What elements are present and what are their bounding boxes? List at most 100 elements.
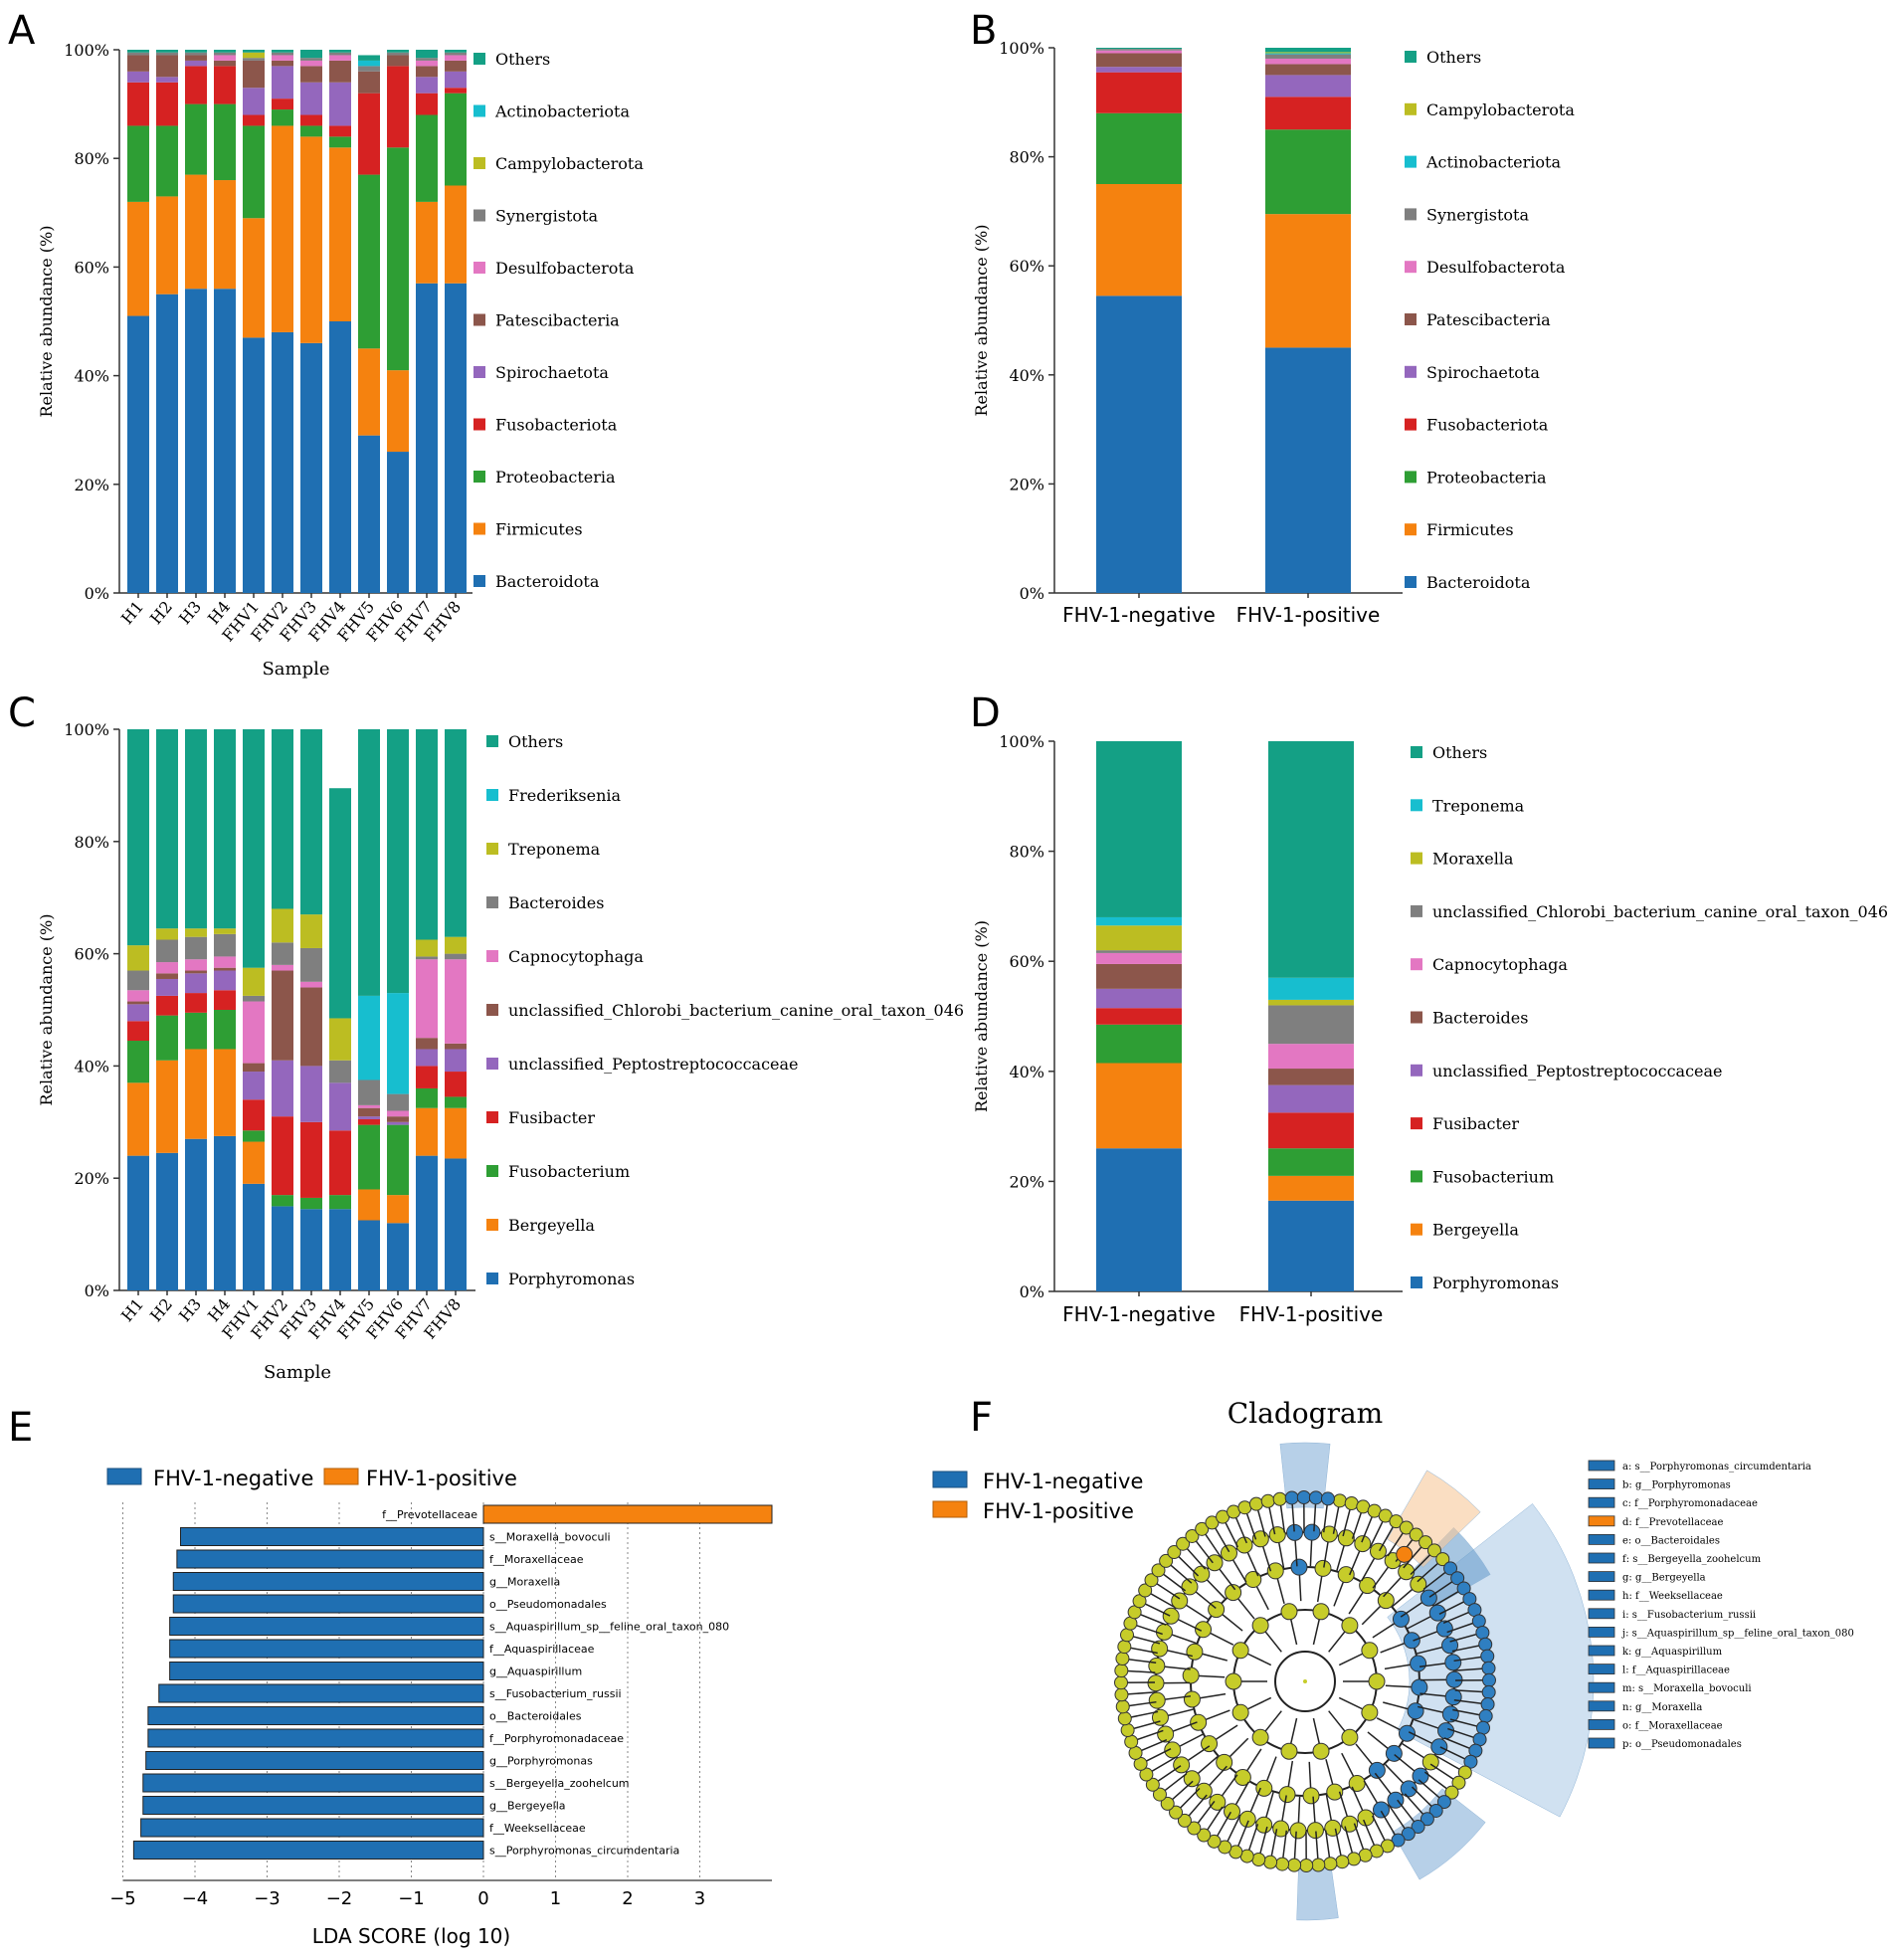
bar-segment-fhv-1-negative-unclassified-chlorobi-bacterium-canine-oral-taxon-046 [1096,950,1182,953]
tree-node [1183,1690,1201,1708]
bar-segment-fhv2-porphyromonas [272,1206,293,1290]
lda-bar-label-s-fusobacterium-russii: s__Fusobacterium_russii [489,1687,622,1700]
bar-segment-h2-fusibacter [156,995,178,1016]
bar-segment-fhv2-fusibacter [272,1116,293,1196]
lda-bar-f-moraxellaceae [176,1549,484,1569]
legend-label-unclassified-peptostreptococcaceae: unclassified_Peptostreptococcaceae [1432,1062,1723,1080]
bar-segment-fhv7-unclassified-chlorobi-bacterium-canine-oral-taxon-046 [416,1038,438,1050]
legend-swatch-unclassified-chlorobi-bacterium-canine-oral-taxon-046 [486,1004,498,1016]
tree-node-enriched [1441,1637,1459,1655]
tree-node [1320,1525,1338,1543]
legend-label-bacteroidota: Bacteroidota [1426,573,1531,592]
tree-node [1389,1514,1404,1529]
bar-segment-fhv-1-positive-others [1265,48,1351,53]
bar-segment-fhv1-treponema [243,967,265,996]
bar-segment-fhv6-synergistota [387,52,409,56]
bar-segment-h2-others [156,50,178,53]
tree-node [1451,1775,1466,1790]
bar-segment-fhv4-porphyromonas [329,1209,351,1290]
legend-swatch-unclassified-chlorobi-bacterium-canine-oral-taxon-046 [1411,904,1422,917]
bar-segment-h2-bacteroides [156,939,178,963]
bar-segment-fhv4-firmicutes [329,147,351,321]
legend-label-spirochaetota: Spirochaetota [1426,363,1540,382]
lda-bar-f-porphyromonadaceae [147,1728,484,1748]
bar-segment-fhv8-spirochaetota [445,71,467,89]
tree-node-enriched [1391,1833,1406,1848]
legend-swatch-fusobacteriota [473,418,485,431]
legend-swatch-desulfobacterota [1405,261,1417,274]
bar-segment-fhv-1-positive-proteobacteria [1265,129,1351,215]
bar-segment-fhv5-others [358,55,380,61]
tree-node-enriched [1456,1581,1471,1596]
taxa-key-label-10: k: g__Aquaspirillum [1622,1647,1723,1658]
bar-segment-fhv7-treponema [416,939,438,957]
taxa-key-swatch-7 [1588,1589,1615,1601]
bar-segment-fhv8-proteobacteria [445,93,467,186]
bar-segment-fhv-1-negative-spirochaetota [1096,67,1182,73]
bar-segment-h4-fusobacterium [214,1010,236,1050]
bar-segment-fhv8-capnocytophaga [445,959,467,1044]
legend-swatch-bergeyella [486,1219,498,1231]
bar-segment-fhv2-treponema [272,908,293,943]
tree-node [1260,1493,1275,1508]
lda-bar-s-moraxella-bovoculi [180,1527,484,1546]
bar-segment-fhv3-unclassified-chlorobi-bacterium-canine-oral-taxon-046 [300,987,322,1067]
bar-segment-fhv8-synergistota [445,52,467,56]
bar-segment-fhv7-others [416,729,438,940]
legend-label-others: Others [508,732,563,751]
tree-node [1248,1496,1263,1511]
lda-bar-label-s-porphyromonas-circumdentaria: s__Porphyromonas_circumdentaria [489,1845,679,1858]
tree-node [1167,1545,1182,1560]
lda-bar-g-porphyromonas [145,1751,484,1770]
taxa-key-swatch-0 [1588,1460,1615,1471]
bar-segment-fhv7-fusobacteriota [416,93,438,115]
y-tick-label: 20% [1009,475,1044,493]
bar-segment-fhv3-others [300,50,322,59]
bar-segment-h4-others [214,729,236,929]
tree-node [1201,1735,1219,1753]
tree-node [1361,1703,1379,1721]
lda-bar-label-f-moraxellaceae: f__Moraxellaceae [489,1553,584,1566]
taxa-key-swatch-4 [1588,1534,1615,1545]
tree-node-enriched [1411,1678,1428,1696]
bar-segment-fhv5-frederiksenia [358,995,380,1080]
bar-segment-fhv5-porphyromonas [358,1220,380,1290]
legend-swatch-bacteroides [486,896,498,908]
tree-node [1195,1782,1213,1800]
bar-segment-h3-porphyromonas [185,1138,207,1290]
y-tick-label: 80% [1009,843,1044,862]
tree-node [1361,1642,1379,1660]
clade-shade-fusobacterium [1296,1862,1339,1921]
legend-label-negative: FHV-1-negative [153,1467,313,1490]
bar-segment-fhv3-firmicutes [300,136,322,343]
panel-d-stacked-bar-genus-group: 0% 20% 40% 60% 80% 100% Relative abundance (%)… [972,732,1888,1326]
tree-node [1182,1666,1200,1684]
legend-label-treponema: Treponema [1432,796,1525,815]
cladogram-title: Cladogram [1228,1397,1383,1430]
bar-segment-h1-capnocytophaga [127,990,149,1002]
tree-node [1312,1603,1330,1621]
tree-node [1177,1813,1192,1828]
legend-label-frederiksenia: Frederiksenia [508,786,621,805]
bar-segment-fhv7-proteobacteria [416,114,438,202]
bar-segment-fhv-1-negative-fusibacter [1096,1008,1182,1025]
y-tick-label: 100% [64,41,109,60]
tree-node [1164,1741,1182,1759]
bar-segment-h2-others [156,729,178,929]
taxa-key-swatch-10 [1588,1645,1615,1657]
legend-label-bergeyella: Bergeyella [508,1216,595,1235]
legend-label-desulfobacterota: Desulfobacterota [1426,258,1566,277]
tree-node-enriched [1412,1767,1429,1785]
taxa-key-label-14: o: f__Moraxellaceae [1622,1720,1723,1731]
tree-node [1409,1527,1423,1542]
bar-segment-fhv7-fusibacter [416,1066,438,1088]
clade-shade-weeksellaceae [1392,1788,1486,1880]
taxa-key-label-6: g: g__Bergeyella [1622,1573,1706,1584]
panel-f-cladogram: Cladogram FHV-1-negative FHV-1-positive … [932,1397,1854,1921]
tree-node-enriched [1435,1620,1453,1638]
legend-label-porphyromonas: Porphyromonas [508,1270,635,1288]
bar-segment-fhv8-treponema [445,936,467,954]
bar-segment-fhv8-porphyromonas [445,1158,467,1290]
bar-segment-h1-others [127,50,149,53]
tree-node [1117,1711,1132,1726]
